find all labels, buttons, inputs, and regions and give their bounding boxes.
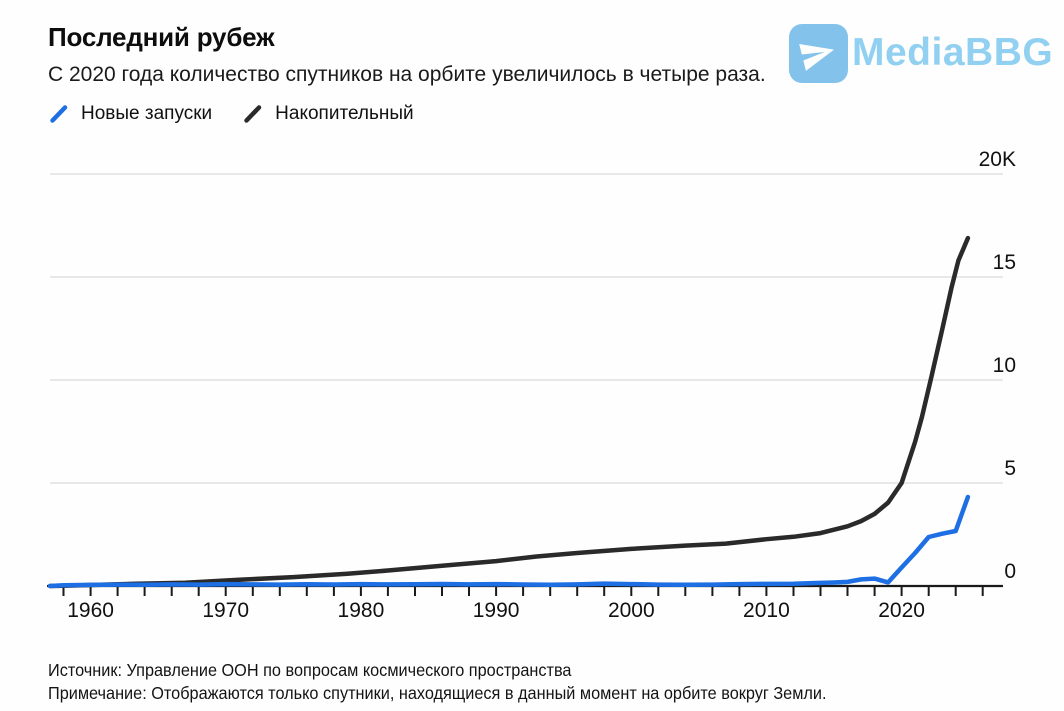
chart-legend: Новые запуски Накопительный — [48, 103, 414, 125]
watermark-logo: MediaBBG — [789, 24, 1053, 83]
y-axis-label-0: 0 — [1004, 560, 1016, 583]
legend-item-cumulative: Накопительный — [242, 103, 414, 125]
dark-slash-icon — [244, 105, 262, 123]
chart-footer: Источник: Управление ООН по вопросам кос… — [48, 659, 827, 705]
y-axis-label-5: 5 — [1004, 457, 1016, 480]
x-axis-label-1970: 1970 — [202, 599, 249, 622]
series-line-new-launches — [47, 494, 971, 589]
legend-item-new-launches: Новые запуски — [48, 103, 212, 125]
x-axis-label-1960: 1960 — [67, 599, 114, 622]
x-axis-label-1980: 1980 — [338, 599, 385, 622]
blue-slash-icon — [50, 105, 68, 123]
y-axis-label-15: 15 — [993, 251, 1016, 274]
x-axis-label-2020: 2020 — [878, 599, 925, 622]
telegram-plane-icon — [789, 24, 848, 83]
y-axis-label-20K: 20K — [979, 148, 1016, 171]
page-title: Последний рубеж — [48, 22, 275, 52]
legend-label-new-launches: Новые запуски — [81, 103, 213, 124]
x-axis-label-2010: 2010 — [743, 599, 790, 622]
chart-subtitle: С 2020 года количество спутников на орби… — [48, 63, 766, 86]
y-axis-label-10: 10 — [993, 354, 1016, 377]
x-axis-label-2000: 2000 — [608, 599, 655, 622]
x-axis-label-1990: 1990 — [473, 599, 520, 622]
note-text: Примечание: Отображаются только спутники… — [48, 683, 827, 703]
legend-label-cumulative: Накопительный — [275, 103, 414, 124]
series-line-cumulative — [47, 235, 971, 589]
watermark-text: MediaBBG — [852, 30, 1054, 74]
source-text: Источник: Управление ООН по вопросам кос… — [48, 660, 572, 680]
